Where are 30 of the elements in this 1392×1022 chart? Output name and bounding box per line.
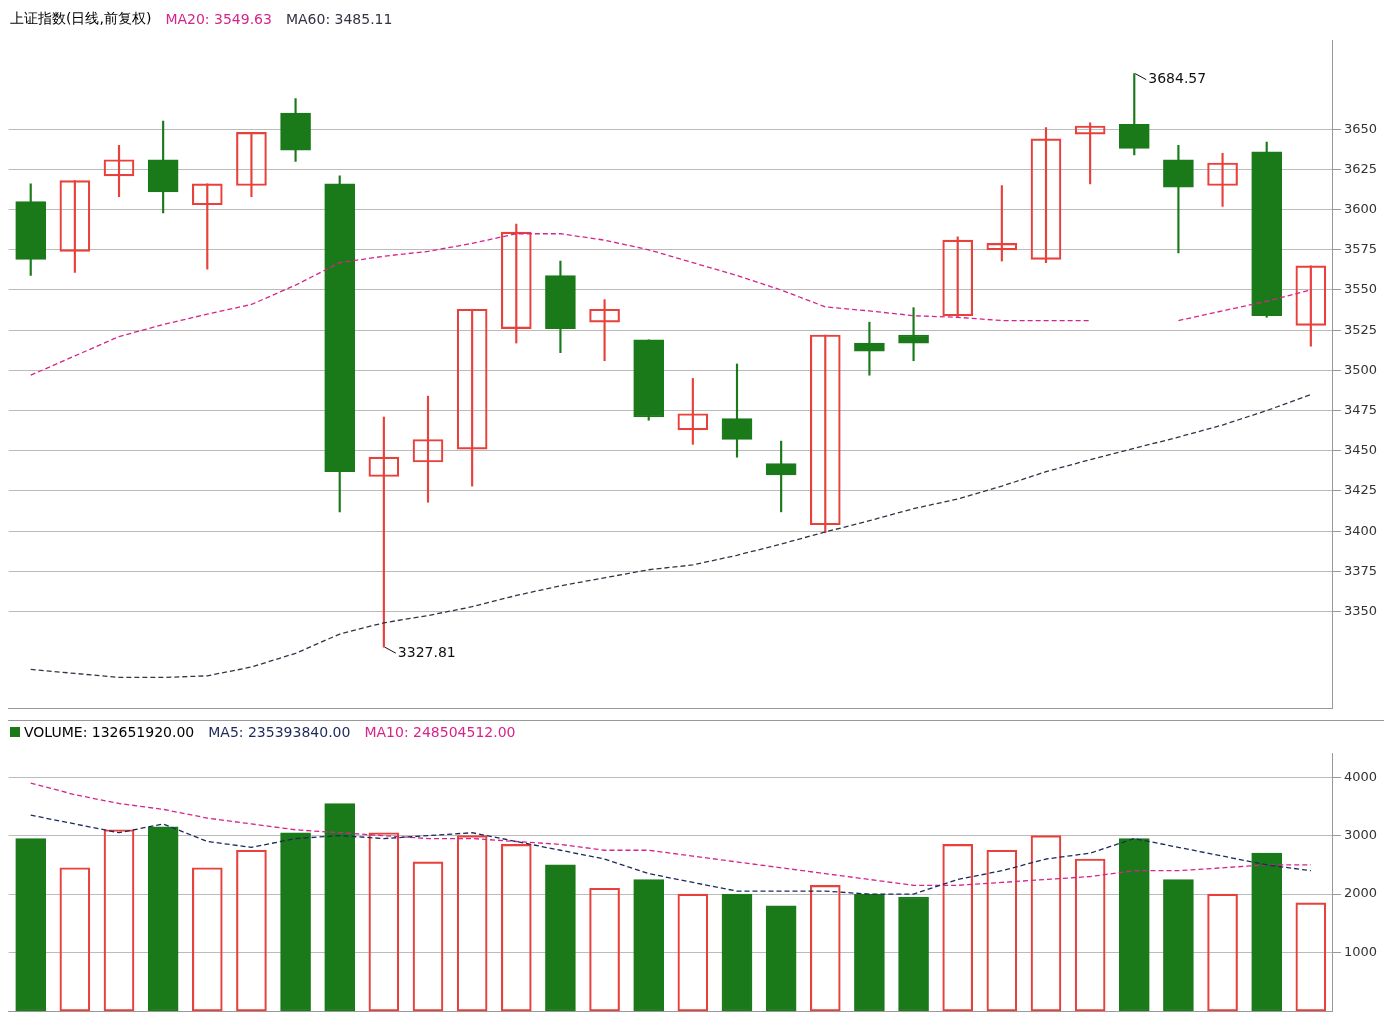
y-tick-label: 3550 — [1343, 281, 1378, 297]
y-tick-label: 3375 — [1343, 562, 1378, 578]
line-series — [30, 782, 1312, 886]
line-series — [30, 393, 1312, 679]
text: MA20: 3549.63 — [165, 11, 272, 27]
y-tick-label: 3600 — [1343, 200, 1378, 216]
text: MA10: 248504512.00 — [364, 724, 516, 740]
y-tick-label: 3500 — [1343, 361, 1378, 377]
y-tick-label: 1000 — [1343, 943, 1378, 959]
text: MA5: 235393840.00 — [208, 724, 351, 740]
candlestick — [854, 321, 885, 376]
y-tick-label: 3400 — [1343, 522, 1378, 538]
y-tick-label: 3425 — [1343, 482, 1378, 498]
annotation: 3684.57 — [1148, 70, 1207, 87]
annotation: 3327.81 — [397, 643, 456, 660]
y-tick-label: 3575 — [1343, 241, 1378, 257]
y-tick-label: 3000 — [1343, 827, 1378, 843]
candlestick — [898, 307, 929, 362]
legend-label: VOLUME: 132651920.00 — [23, 724, 195, 740]
y-tick-label: 3475 — [1343, 401, 1378, 417]
y-tick-label: 3350 — [1343, 602, 1378, 618]
line-series — [30, 814, 1312, 895]
y-tick-label: 3525 — [1343, 321, 1378, 337]
y-tick-label: 3625 — [1343, 160, 1378, 176]
y-tick-label: 3450 — [1343, 442, 1378, 458]
chart-title: 上证指数(日线,前复权) — [10, 10, 152, 28]
y-tick-label: 4000 — [1343, 768, 1378, 784]
y-tick-label: 2000 — [1343, 885, 1378, 901]
text: MA60: 3485.11 — [285, 11, 393, 27]
y-tick-label: 3650 — [1343, 120, 1378, 136]
